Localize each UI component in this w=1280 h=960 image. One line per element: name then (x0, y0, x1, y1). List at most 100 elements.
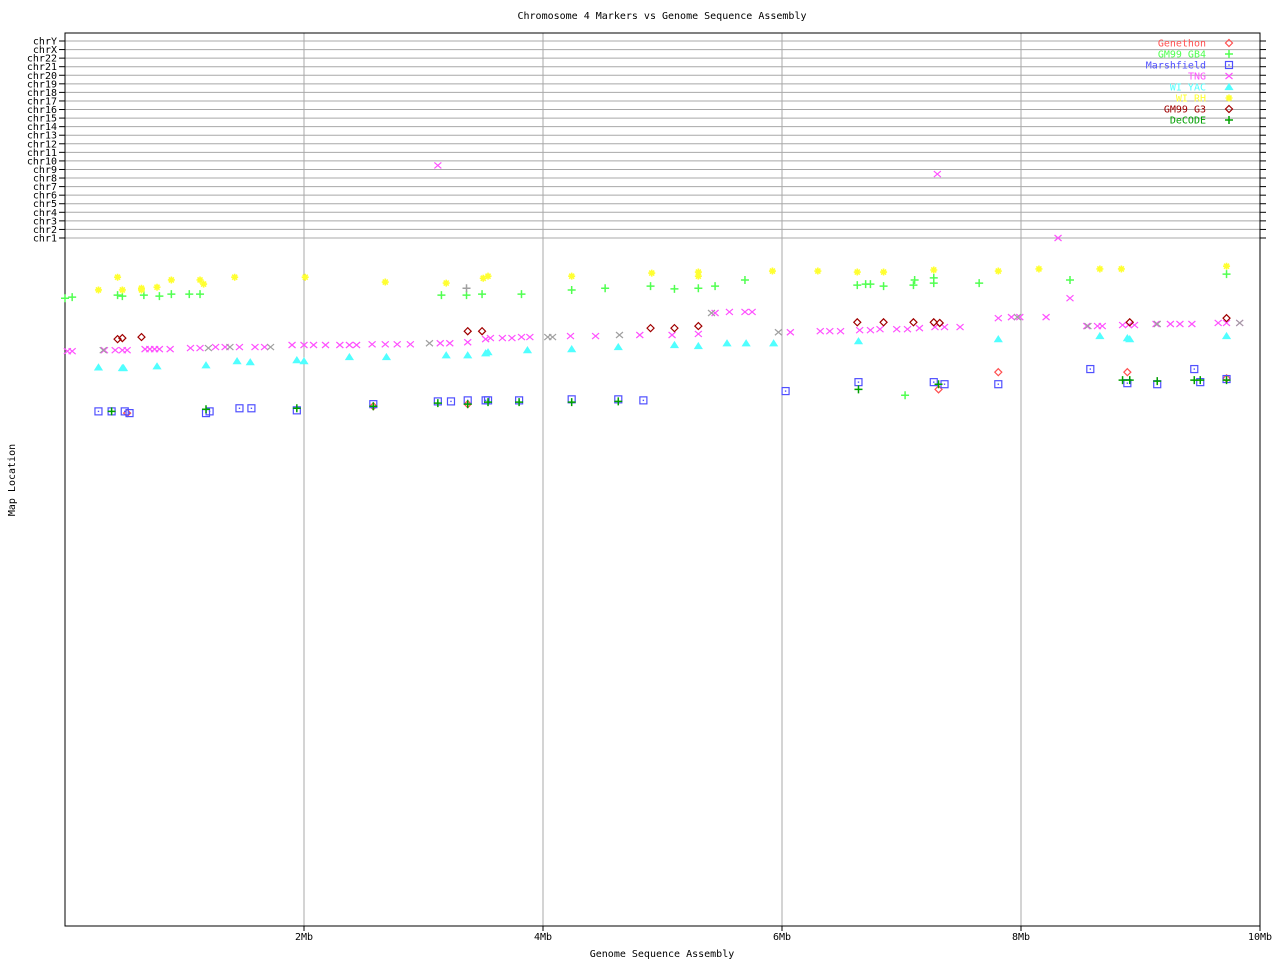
data-point (774, 328, 783, 336)
data-point (1125, 317, 1135, 327)
legend-marker-icon (1225, 72, 1233, 80)
data-point (245, 358, 255, 366)
data-point (1118, 321, 1127, 329)
data-point (866, 326, 875, 334)
data-point (568, 272, 576, 280)
data-point (1235, 319, 1244, 327)
data-point (1007, 313, 1016, 321)
chromosome-label: chr9 (33, 165, 57, 176)
data-point (111, 346, 120, 354)
data-point (167, 290, 176, 299)
legend-marker-icon (1224, 82, 1234, 91)
data-point (118, 363, 129, 372)
data-point (694, 321, 703, 331)
data-point (107, 407, 116, 416)
data-point (993, 367, 1003, 377)
data-point (707, 309, 716, 317)
chromosome-label: chr4 (33, 208, 57, 219)
data-point (515, 398, 524, 407)
data-point (425, 339, 434, 347)
data-point (1223, 262, 1231, 270)
data-point (1176, 320, 1184, 328)
data-point (646, 323, 655, 333)
chromosome-label: chr19 (27, 79, 57, 90)
data-point (781, 386, 790, 396)
data-point (1096, 265, 1104, 273)
chromosome-label: chr7 (33, 182, 57, 193)
data-point (909, 281, 918, 290)
chromosome-label: chr17 (27, 96, 57, 107)
data-point (125, 408, 134, 418)
data-point (155, 292, 164, 301)
data-point (711, 282, 720, 291)
legend-marker-icon (1224, 104, 1234, 114)
series-wi-yac (93, 331, 1232, 372)
chromosome-label: chr16 (27, 105, 57, 116)
data-point (185, 290, 194, 299)
data-point (288, 341, 296, 349)
x-tick-label: 4Mb (534, 932, 552, 943)
data-point (381, 340, 390, 348)
data-point (1152, 320, 1160, 328)
y-axis-label: Map Location (7, 444, 18, 516)
data-point (196, 344, 204, 352)
data-point (711, 309, 719, 317)
data-point (152, 362, 162, 370)
data-point (930, 266, 938, 274)
data-point (648, 269, 656, 277)
series-gm99-g3 (113, 313, 1231, 344)
data-point (994, 380, 1003, 389)
data-point (855, 326, 864, 334)
chromosome-label: chr2 (33, 225, 57, 236)
data-point (200, 280, 208, 288)
data-point (1066, 294, 1074, 302)
data-point (231, 273, 239, 281)
data-point (484, 398, 493, 407)
data-point (335, 341, 344, 349)
data-point (567, 344, 577, 353)
data-point (929, 273, 938, 282)
data-point (113, 334, 122, 344)
data-point (614, 397, 623, 406)
chromosome-label: chr12 (27, 139, 57, 150)
data-point (1065, 275, 1074, 284)
chromosome-label: chrX (33, 45, 57, 56)
legend-label: Genethon (1158, 39, 1206, 50)
data-point (344, 352, 355, 361)
data-point (309, 341, 318, 349)
data-point (1054, 234, 1062, 242)
data-point (670, 284, 679, 293)
data-point (639, 396, 648, 405)
chromosome-label: chr18 (27, 88, 57, 99)
chromosome-label: chr13 (27, 131, 57, 142)
data-point (68, 347, 77, 355)
data-point (825, 327, 834, 335)
data-point (299, 357, 309, 365)
data-point (463, 326, 473, 336)
data-point (321, 341, 330, 349)
x-tick-label: 10Mb (1248, 932, 1272, 943)
data-point (879, 317, 888, 327)
plot-frame (64, 32, 1261, 927)
x-axis-label: Genome Sequence Assembly (590, 949, 735, 960)
data-point (1082, 322, 1091, 330)
data-point (204, 344, 213, 352)
data-point (113, 291, 122, 300)
data-point (368, 340, 377, 348)
data-point (292, 356, 302, 364)
data-point (901, 391, 910, 400)
legend-label: GM99 GB4 (1158, 50, 1206, 61)
data-point (694, 330, 703, 338)
data-point (748, 308, 757, 316)
data-point (202, 405, 211, 414)
data-point (929, 378, 938, 387)
chromosome-label: chr22 (27, 54, 57, 65)
data-point (852, 317, 862, 327)
data-point (1125, 376, 1134, 385)
data-point (446, 397, 456, 406)
data-point (694, 284, 703, 293)
data-point (232, 357, 242, 365)
data-point (940, 323, 949, 331)
data-point (1118, 376, 1127, 385)
data-point (853, 281, 862, 290)
